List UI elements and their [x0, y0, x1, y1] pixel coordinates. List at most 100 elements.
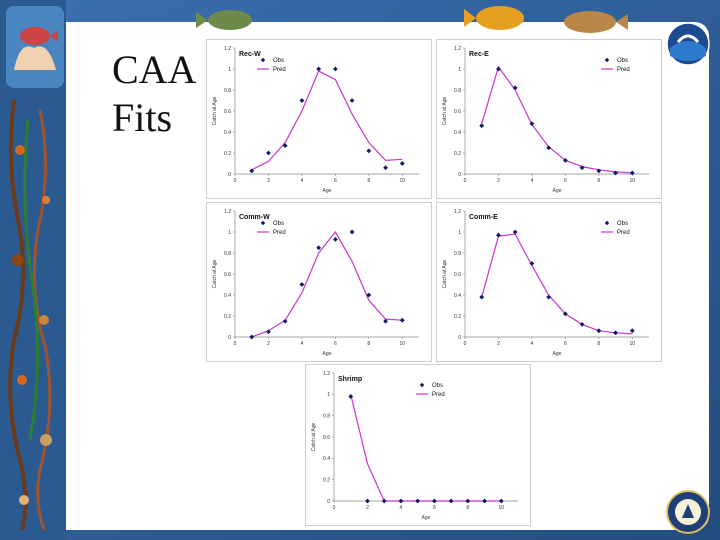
series-obs-point: [562, 157, 568, 163]
legend-obs-marker: [260, 57, 266, 63]
y-tick-label: 0.6: [454, 109, 461, 115]
x-tick-label: 2: [366, 505, 369, 511]
series-obs-point: [482, 498, 487, 504]
x-tick-label: 10: [399, 341, 405, 347]
x-tick-label: 6: [334, 178, 337, 184]
chart-title: Rec-E: [469, 51, 489, 58]
y-tick-label: 0.8: [454, 88, 461, 94]
y-axis-label: Catch at Age: [212, 96, 218, 125]
legend-obs-marker: [604, 220, 610, 226]
y-axis-label: Catch at Age: [442, 259, 448, 288]
series-pred-line: [481, 233, 633, 335]
series-obs-point: [381, 498, 387, 504]
x-tick-label: 10: [629, 178, 635, 184]
legend-obs-label: Obs: [273, 221, 284, 227]
x-tick-label: 4: [301, 341, 304, 347]
y-tick-label: 0.4: [224, 293, 231, 299]
y-tick-label: 1.2: [454, 46, 461, 52]
y-tick-label: 1.2: [224, 46, 231, 52]
y-axis-label: Catch at Age: [311, 422, 317, 451]
hands-fish-logo: [6, 6, 64, 88]
chart-panel-rec-e: 0 0.2 0.4 0.6 0.8 1 1.2 0 2 4 6 8 10 Age Catch at Age R…: [436, 39, 662, 199]
series-obs-point: [496, 232, 501, 238]
y-tick-label: 0.2: [454, 151, 461, 157]
chart-panel-comm-e: 0 0.2 0.4 0.6 0.8 1 1.2 0 2 4 6 8 10 Age Catch at Age C…: [436, 202, 662, 362]
legend-pred-label: Pred: [617, 230, 630, 236]
y-tick-label: 0.4: [224, 130, 231, 136]
chart-title: Comm-E: [469, 214, 498, 221]
series-obs-point: [383, 318, 388, 324]
x-axis-label: Age: [323, 188, 332, 194]
chart-comm-w: 0 0.2 0.4 0.6 0.8 1 1.2 0 2 4 6 8 10 Age Catch at Age C…: [212, 209, 419, 357]
series-obs-point: [596, 328, 602, 334]
series-obs-point: [282, 143, 288, 149]
series-obs-point: [579, 322, 585, 327]
x-tick-label: 10: [498, 505, 504, 511]
series-obs-point: [332, 66, 338, 72]
y-tick-label: 0.2: [224, 314, 231, 320]
series-obs-point: [383, 165, 388, 171]
y-tick-label: 1: [228, 67, 231, 73]
y-tick-label: 0.6: [454, 272, 461, 278]
x-tick-label: 6: [564, 178, 567, 184]
legend-obs-label: Obs: [273, 58, 284, 64]
x-tick-label: 8: [597, 178, 600, 184]
legend-pred-label: Pred: [273, 230, 286, 236]
series-obs-point: [316, 66, 322, 72]
series-pred-line: [481, 65, 633, 174]
series-obs-point: [596, 168, 602, 174]
legend-pred-label: Pred: [432, 392, 445, 398]
x-tick-label: 0: [464, 178, 467, 184]
series-obs-point: [529, 121, 535, 126]
x-tick-label: 8: [466, 505, 469, 511]
series-obs-point: [366, 292, 372, 298]
y-tick-label: 0: [228, 335, 231, 341]
x-tick-label: 6: [334, 341, 337, 347]
legend-pred-label: Pred: [617, 67, 630, 73]
x-tick-label: 4: [400, 505, 403, 511]
chart-shrimp: 0 0.2 0.4 0.6 0.8 1 1.2 0 2 4 6 8 10 Age Catch at Age S…: [311, 371, 518, 521]
x-tick-label: 6: [564, 341, 567, 347]
y-tick-label: 0.6: [224, 272, 231, 278]
legend-obs-marker: [419, 382, 425, 388]
slide-title-line-2: Fits: [112, 95, 173, 140]
series-obs-point: [348, 394, 354, 399]
y-tick-label: 0.8: [224, 251, 231, 257]
series-obs-point: [349, 229, 355, 235]
x-tick-label: 2: [497, 178, 500, 184]
series-obs-point: [399, 161, 405, 166]
series-obs-point: [465, 498, 471, 504]
x-tick-label: 4: [531, 178, 534, 184]
x-tick-label: 8: [597, 341, 600, 347]
y-tick-label: 0.6: [224, 109, 231, 115]
y-tick-label: 0.4: [323, 456, 330, 462]
y-axis-label: Catch at Age: [212, 259, 218, 288]
x-tick-label: 0: [234, 178, 237, 184]
y-tick-label: 0.6: [323, 435, 330, 441]
x-tick-label: 8: [367, 178, 370, 184]
chart-title: Shrimp: [338, 376, 362, 383]
series-obs-point: [629, 170, 635, 176]
y-tick-label: 0: [228, 172, 231, 178]
y-tick-label: 0: [458, 172, 461, 178]
series-obs-point: [546, 145, 552, 151]
fish-icon: [464, 6, 524, 30]
legend-obs-marker: [604, 57, 610, 63]
series-obs-point: [316, 245, 322, 251]
series-obs-point: [562, 311, 568, 317]
chart-rec-e: 0 0.2 0.4 0.6 0.8 1 1.2 0 2 4 6 8 10 Age Catch at Age R…: [442, 46, 649, 194]
y-tick-label: 0.2: [224, 151, 231, 157]
series-obs-point: [415, 498, 421, 504]
legend-pred-label: Pred: [273, 67, 286, 73]
legend-obs-marker: [260, 220, 266, 226]
x-tick-label: 2: [497, 341, 500, 347]
legend-obs-label: Obs: [432, 383, 443, 389]
series-pred-line: [251, 230, 403, 338]
x-tick-label: 10: [399, 178, 405, 184]
series-obs-point: [299, 282, 305, 287]
commerce-seal-logo: [666, 490, 710, 534]
x-tick-label: 0: [333, 505, 336, 511]
x-axis-label: Age: [323, 351, 332, 357]
x-tick-label: 2: [267, 178, 270, 184]
series-obs-point: [479, 123, 485, 129]
